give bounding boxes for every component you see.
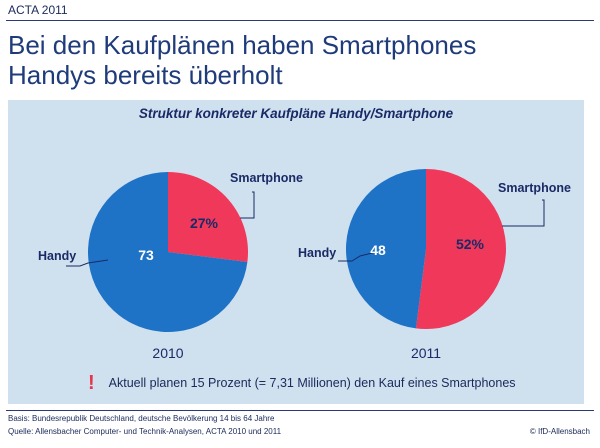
- pie-2011-label-handy: Handy: [298, 246, 336, 260]
- pie-2010-label-handy: Handy: [38, 249, 76, 263]
- title-line-1: Bei den Kaufplänen haben Smartphones: [8, 30, 477, 60]
- pie-2011-callout-smartphone: [502, 199, 545, 227]
- pie-charts: Smartphone 27% Handy 73 2010 Smartphone 52% Han…: [38, 169, 571, 361]
- pie-2011-callout-handy: [338, 251, 377, 262]
- pie-2011-label-smartphone: Smartphone: [498, 181, 571, 195]
- pie-2011-value-handy: 48: [370, 242, 386, 258]
- pie-2010-year-label: 2010: [152, 345, 183, 361]
- pie-2011-slice-handy: [345, 169, 426, 329]
- footer-source: Quelle: Allensbacher Computer- und Techn…: [8, 427, 282, 436]
- pie-2010-callout-smartphone: [240, 191, 255, 219]
- pie-2011-value-smartphone: 52%: [456, 236, 485, 252]
- header-divider: [6, 20, 594, 21]
- header-label: ACTA 2011: [8, 3, 68, 17]
- pie-2010-slice-smartphone: [168, 172, 249, 263]
- pie-2010-label-smartphone: Smartphone: [230, 171, 303, 185]
- footer-divider: [6, 410, 594, 411]
- pie-2011-year-label: 2011: [411, 345, 441, 361]
- footer-basis: Basis: Bundesrepublik Deutschland, deuts…: [8, 414, 275, 423]
- exclamation-icon: !: [88, 372, 95, 394]
- chart-subtitle: Struktur konkreter Kaufpläne Handy/Smart…: [138, 106, 454, 121]
- note: ! Aktuell planen 15 Prozent (= 7,31 Milli…: [88, 372, 516, 395]
- pie-2011-slice-smartphone: [415, 169, 506, 329]
- pie-2010-callout-handy: [66, 259, 109, 267]
- pie-2010-slice-handy: [88, 172, 248, 332]
- page-title: Bei den Kaufplänen haben Smartphones Han…: [8, 30, 476, 90]
- title-line-2: Handys bereits überholt: [8, 60, 283, 90]
- pie-2010-value-smartphone: 27%: [190, 215, 219, 231]
- footer-credit: © IfD-Allensbach: [529, 427, 590, 436]
- note-text: Aktuell planen 15 Prozent (= 7,31 Millio…: [108, 376, 516, 390]
- chart-panel: Struktur konkreter Kaufpläne Handy/Smart…: [8, 100, 584, 404]
- pie-2010-value-handy: 73: [138, 247, 154, 263]
